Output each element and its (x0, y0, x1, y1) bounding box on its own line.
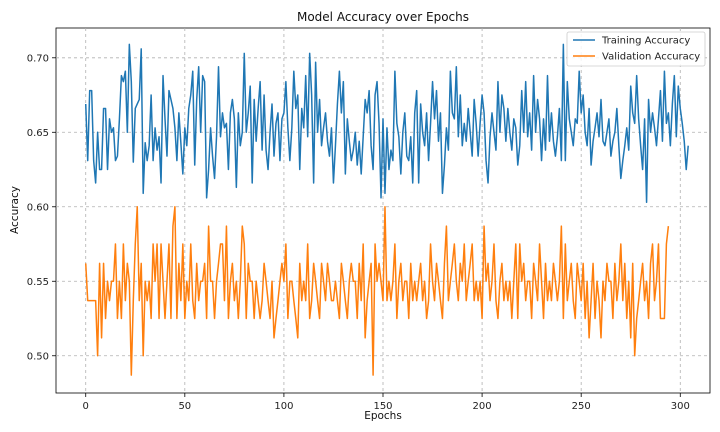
legend-label-training: Training Accuracy (601, 36, 690, 47)
legend-label-validation: Validation Accuracy (602, 52, 700, 63)
series-lines (84, 43, 689, 376)
x-tick-label: 300 (671, 401, 690, 412)
y-axis-ticks: 0.50 0.55 0.60 0.65 0.70 (27, 53, 56, 362)
y-tick-label: 0.55 (27, 277, 49, 288)
x-tick-label: 50 (178, 401, 191, 412)
legend: Training Accuracy Validation Accuracy (566, 31, 706, 67)
x-tick-label: 100 (274, 401, 293, 412)
validation-accuracy-line (84, 206, 670, 376)
x-axis-ticks: 0 50 100 150 200 250 300 (83, 393, 690, 412)
x-tick-label: 250 (572, 401, 591, 412)
grid-lines (56, 28, 710, 393)
x-tick-label: 150 (373, 401, 392, 412)
x-tick-label: 200 (473, 401, 492, 412)
y-tick-label: 0.60 (27, 202, 49, 213)
chart-title: Model Accuracy over Epochs (297, 10, 469, 24)
legend-box (566, 31, 706, 67)
x-tick-label: 0 (83, 401, 89, 412)
x-axis-label: Epochs (364, 410, 402, 422)
y-tick-label: 0.50 (27, 351, 49, 362)
y-tick-label: 0.70 (27, 53, 49, 64)
y-axis-label: Accuracy (9, 186, 21, 234)
training-accuracy-line (84, 43, 689, 204)
y-tick-label: 0.65 (27, 128, 49, 139)
